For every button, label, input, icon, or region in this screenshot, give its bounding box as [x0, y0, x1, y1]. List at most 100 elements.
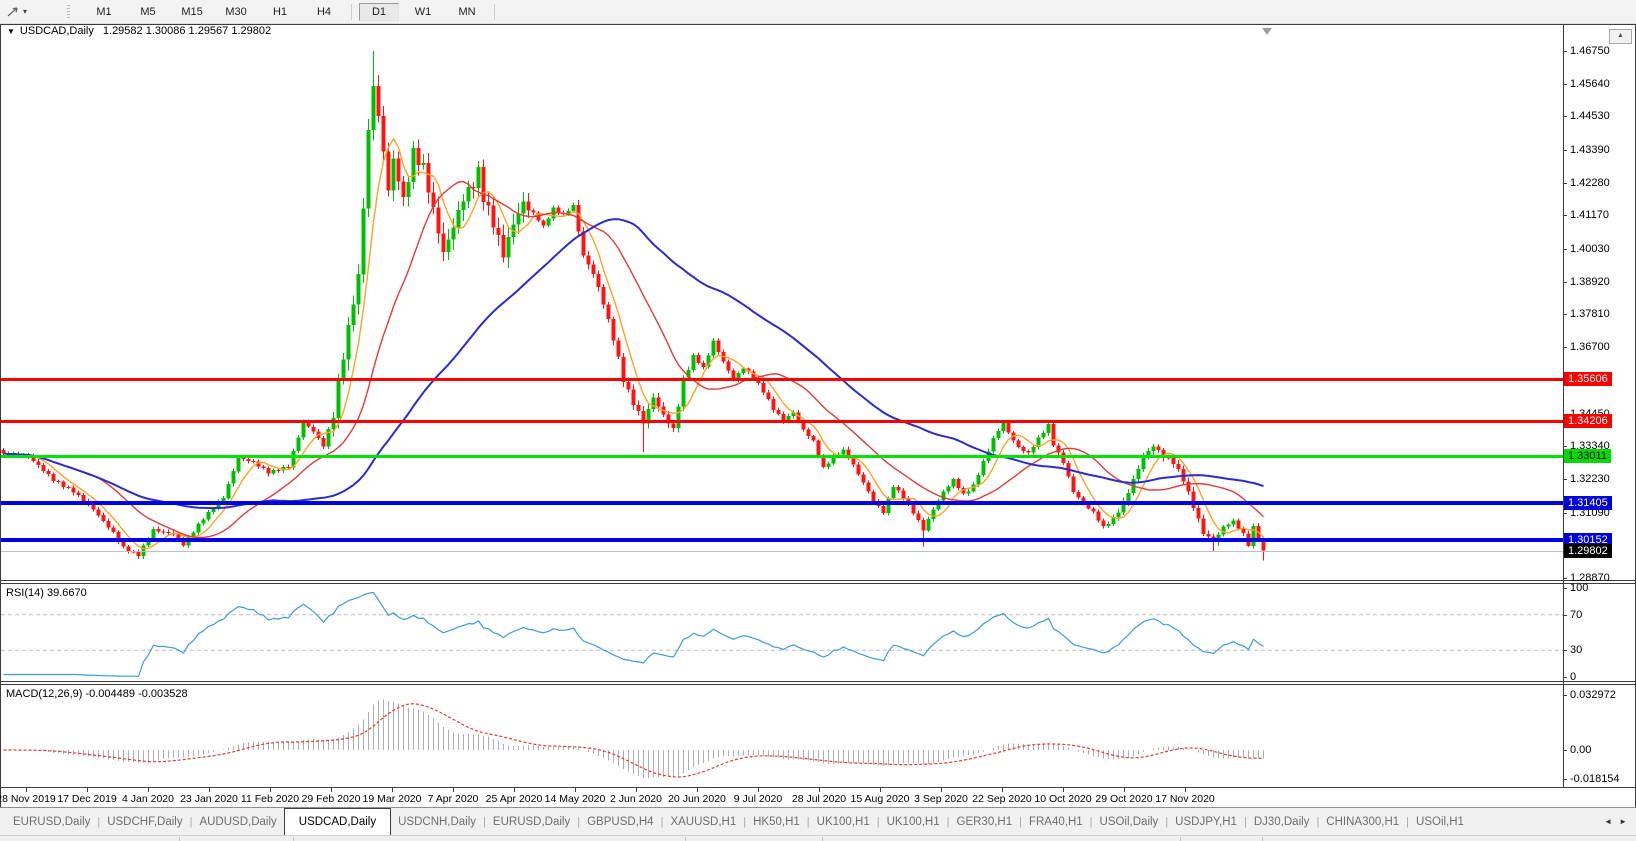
- macd-indicator-label: MACD(12,26,9) -0.004489 -0.003528: [6, 688, 188, 700]
- tab-separator: |: [577, 815, 581, 828]
- tab-separator: |: [1019, 815, 1022, 828]
- toolbar-separator: [351, 3, 353, 20]
- date-tick: [819, 788, 820, 792]
- date-tick: [270, 788, 271, 792]
- date-tick: [1002, 788, 1003, 792]
- chart-tab-xauusd-h1[interactable]: XAUUSD,H1: [670, 815, 737, 828]
- price-level-badge: 1.35606: [1564, 372, 1612, 386]
- tab-separator: |: [1243, 815, 1247, 828]
- chart-tools-icon[interactable]: [4, 4, 22, 20]
- date-label: 2 Jun 2020: [610, 793, 662, 805]
- macd-panel-canvas[interactable]: [1, 685, 1563, 787]
- price-chart-canvas[interactable]: [1, 40, 1563, 580]
- chart-window: ▼ USDCAD,Daily 1.29582 1.30086 1.29567 1.2…: [0, 24, 1636, 808]
- rsi-indicator-label: RSI(14) 39.6670: [6, 587, 87, 599]
- date-label: 14 May 2020: [544, 793, 606, 805]
- tab-separator: |: [483, 815, 486, 828]
- date-label: 23 Jan 2020: [180, 793, 238, 805]
- chart-tab-eurusd-daily[interactable]: EURUSD,Daily: [492, 815, 571, 828]
- tab-separator: |: [97, 815, 101, 828]
- tab-scroll-arrows: ◄ ►: [1595, 808, 1636, 835]
- chart-tab-usoil-h1[interactable]: USOil,H1: [1416, 815, 1464, 828]
- dropdown-caret-icon[interactable]: ▾: [23, 7, 28, 16]
- chart-tab-audusd-daily[interactable]: AUDUSD,Daily: [199, 815, 277, 828]
- chart-tab-eurusd-daily[interactable]: EURUSD,Daily: [13, 815, 91, 828]
- date-tick: [1063, 788, 1064, 792]
- rsi-panel-canvas[interactable]: [1, 584, 1563, 681]
- price-level-badge: 1.31405: [1564, 496, 1612, 510]
- rsi-axis-label: 70: [1570, 609, 1583, 621]
- panel-separator: [1, 787, 1635, 788]
- price-axis-label: 1.32230: [1570, 473, 1610, 485]
- status-separator: [822, 837, 823, 841]
- timeframe-button-m30[interactable]: M30: [225, 5, 247, 18]
- chart-tab-uk100-h1[interactable]: UK100,H1: [816, 815, 870, 828]
- macd-axis-label: 0.00: [1570, 744, 1592, 756]
- collapse-triangle-icon[interactable]: ▼: [7, 27, 15, 36]
- date-tick: [575, 788, 576, 792]
- price-axis-label: 1.36700: [1570, 341, 1610, 353]
- chart-tab-gbpusd-h4[interactable]: GBPUSD,H4: [587, 815, 654, 828]
- rsi-axis-label: 30: [1570, 644, 1583, 656]
- time-axis: 28 Nov 2019 17 Dec 2019 4 Jan 2020 23 Jan 2…: [0, 788, 1563, 807]
- axis-scroll-button[interactable]: ▲: [1609, 29, 1632, 44]
- date-label: 28 Nov 2019: [0, 793, 56, 805]
- timeframe-button-mn[interactable]: MN: [458, 5, 476, 18]
- price-axis-label: 1.35590: [1570, 374, 1610, 386]
- price-axis-label: 1.38920: [1570, 276, 1610, 288]
- tab-separator: |: [946, 815, 950, 828]
- timeframe-button-m15[interactable]: M15: [181, 5, 203, 18]
- price-axis-label: 1.46750: [1570, 45, 1610, 57]
- date-label: 3 Sep 2020: [914, 793, 968, 805]
- chart-tab-ger30-h1[interactable]: GER30,H1: [956, 815, 1013, 828]
- timeframe-button-h4[interactable]: H4: [316, 5, 332, 18]
- price-axis-label: 1.40030: [1570, 243, 1610, 255]
- status-separator: [293, 837, 294, 841]
- timeframe-button-d1[interactable]: D1: [359, 2, 400, 21]
- tab-scroll-right-icon[interactable]: ►: [1619, 817, 1627, 826]
- price-axis-label: 1.44530: [1570, 110, 1610, 122]
- date-label: 15 Aug 2020: [850, 793, 910, 805]
- date-tick: [392, 788, 393, 792]
- date-label: 19 Mar 2020: [362, 793, 422, 805]
- date-tick: [514, 788, 515, 792]
- date-label: 9 Jul 2020: [733, 793, 783, 805]
- timeframe-button-h1[interactable]: H1: [272, 5, 288, 18]
- chart-tab-dj30-daily[interactable]: DJ30,Daily: [1253, 815, 1310, 828]
- date-tick: [941, 788, 942, 792]
- timeframe-button-m5[interactable]: M5: [140, 5, 156, 18]
- chart-tab-usdchf-daily[interactable]: USDCHF,Daily: [107, 815, 183, 828]
- date-label: 20 Jun 2020: [668, 793, 726, 805]
- tab-separator: |: [1165, 815, 1169, 828]
- price-axis-label: 1.42280: [1570, 177, 1610, 189]
- chart-tab-usoil-daily[interactable]: USOil,Daily: [1099, 815, 1159, 828]
- date-label: 29 Oct 2020: [1095, 793, 1153, 805]
- date-label: 28 Jul 2020: [791, 793, 847, 805]
- chart-tab-china300-h1[interactable]: CHINA300,H1: [1326, 815, 1400, 828]
- tab-separator: |: [1089, 815, 1093, 828]
- chart-tab-usdcad-daily[interactable]: USDCAD,Daily: [283, 808, 392, 835]
- chart-tab-usdjpy-h1[interactable]: USDJPY,H1: [1175, 815, 1237, 828]
- chart-tab-usdcnh-daily[interactable]: USDCNH,Daily: [398, 815, 477, 828]
- date-label: 4 Jan 2020: [122, 793, 174, 805]
- toolbar-grip: [67, 4, 71, 19]
- price-axis-label: 1.43390: [1570, 144, 1610, 156]
- date-tick: [453, 788, 454, 792]
- tab-separator: |: [1316, 815, 1320, 828]
- date-tick: [1124, 788, 1125, 792]
- date-tick: [1185, 788, 1186, 792]
- chart-shift-marker-icon[interactable]: [1262, 28, 1272, 35]
- chart-tab-uk100-h1[interactable]: UK100,H1: [886, 815, 940, 828]
- price-axis-line: [1563, 25, 1564, 787]
- status-separator: [685, 837, 686, 841]
- toolbar: ▾ M1 M5 M15 M30 H1 H4 D1 W1 MN: [0, 0, 1636, 24]
- date-tick: [87, 788, 88, 792]
- price-axis-label: 1.29980: [1570, 539, 1610, 551]
- tab-scroll-left-icon[interactable]: ◄: [1604, 817, 1613, 826]
- chart-tab-fra40-h1[interactable]: FRA40,H1: [1028, 815, 1083, 828]
- panel-separator: [1, 580, 1635, 581]
- chart-tab-hk50-h1[interactable]: HK50,H1: [753, 815, 800, 828]
- timeframe-button-w1[interactable]: W1: [414, 5, 432, 18]
- date-label: 10 Oct 2020: [1034, 793, 1092, 805]
- timeframe-button-m1[interactable]: M1: [96, 5, 112, 18]
